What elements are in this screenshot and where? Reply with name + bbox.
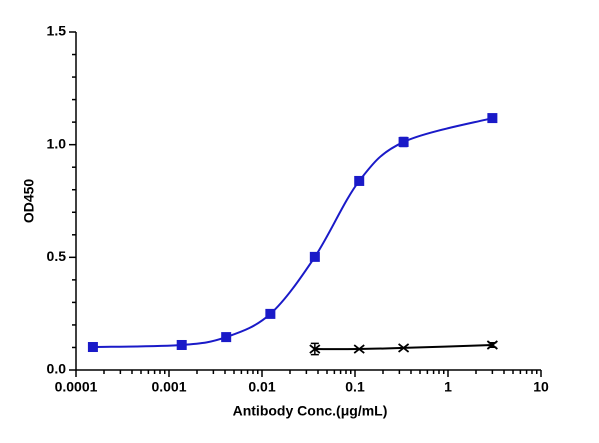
- data-point: [353, 344, 365, 354]
- x-axis-label: Antibody Conc.(μg/mL): [233, 403, 388, 419]
- data-point: [487, 113, 498, 124]
- data-point: [221, 332, 232, 343]
- x-tick-label: 10: [533, 379, 549, 395]
- x-tick-label: 1: [444, 379, 452, 395]
- data-point: [309, 251, 320, 262]
- x-tick-label: 0.1: [345, 379, 365, 395]
- data-point: [309, 344, 321, 354]
- y-tick-label: 1.5: [47, 23, 67, 39]
- data-point: [398, 136, 409, 147]
- data-point: [354, 175, 365, 186]
- y-axis-label: OD450: [21, 179, 37, 224]
- data-point: [398, 343, 410, 353]
- data-point: [486, 340, 498, 350]
- x-tick-label: 0.001: [151, 379, 186, 395]
- x-tick-label: 0.0001: [55, 379, 98, 395]
- fit-curve: [314, 343, 493, 351]
- data-point: [265, 308, 276, 319]
- data-point: [176, 339, 187, 350]
- y-tick-label: 1.0: [47, 135, 67, 151]
- y-tick-label: 0.0: [47, 361, 67, 377]
- data-point: [87, 342, 98, 353]
- fit-curve: [92, 117, 493, 349]
- x-tick-label: 0.01: [248, 379, 275, 395]
- y-tick-label: 0.5: [47, 248, 67, 264]
